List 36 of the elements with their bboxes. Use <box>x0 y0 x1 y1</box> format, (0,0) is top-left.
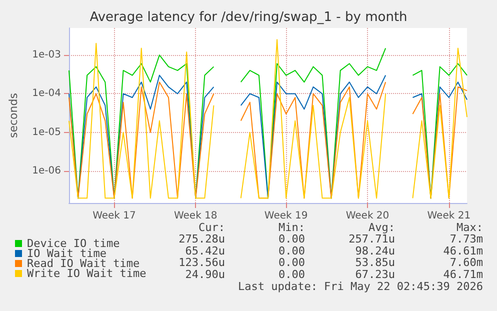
text: Min: <box>278 221 306 234</box>
legend-label: Device IO time <box>27 237 120 250</box>
text: 65.42u <box>185 244 226 258</box>
text: 53.85u <box>355 256 396 270</box>
text: 0.00 <box>278 256 306 270</box>
text: Last update: Fri May 22 02:45:39 2026 <box>238 280 484 293</box>
x-tick-label: Week 18 <box>174 210 218 222</box>
y-tick-label: 1e-06 <box>32 166 61 177</box>
y-tick-label: 1e-04 <box>32 88 61 100</box>
text: 24.90u <box>185 268 226 281</box>
text: 0.00 <box>278 268 306 281</box>
text: 123.56u <box>178 256 225 270</box>
text: 46.71m <box>443 268 484 281</box>
text: 46.61m <box>443 244 484 258</box>
y-tick-label: 1e-03 <box>32 50 61 61</box>
text: 275.28u <box>178 232 225 246</box>
x-tick-label: Week 17 <box>92 210 136 222</box>
text: 0.00 <box>278 232 306 246</box>
x-tick-label: Week 19 <box>264 210 308 222</box>
legend-label: Read IO Wait time <box>27 257 140 270</box>
y-tick-label: 1e-05 <box>32 126 61 138</box>
text: Avg: <box>368 221 396 234</box>
text: 257.71u <box>348 232 395 246</box>
text: 98.24u <box>355 244 396 258</box>
text: 7.73m <box>450 232 484 246</box>
text: 67.23u <box>355 268 396 281</box>
x-tick-label: Week 20 <box>346 210 390 222</box>
y-axis-title: seconds <box>7 92 20 138</box>
legend-label: IO Wait time <box>27 247 106 260</box>
text: Cur: <box>198 221 226 234</box>
legend-label: Write IO Wait time <box>27 267 146 280</box>
text: 0.00 <box>278 244 306 258</box>
x-tick-label: Week 21 <box>427 210 471 222</box>
text: 7.60m <box>450 256 484 270</box>
text: Max: <box>456 221 484 234</box>
chart-title: Average latency for /dev/ring/swap_1 - by month <box>90 10 408 25</box>
